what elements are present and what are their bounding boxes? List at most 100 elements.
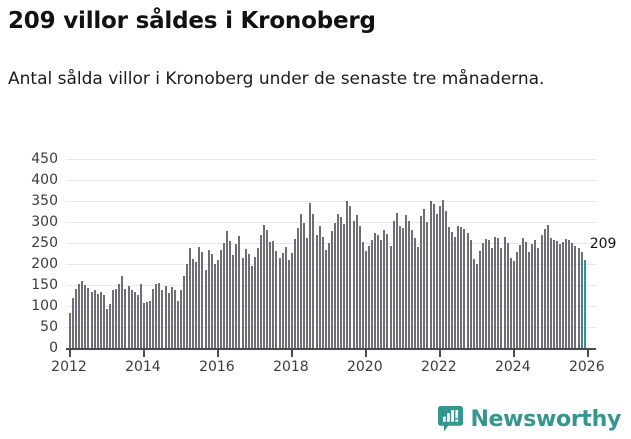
bar bbox=[121, 275, 124, 348]
bar bbox=[577, 248, 580, 348]
bar bbox=[481, 243, 484, 348]
bar bbox=[183, 276, 185, 348]
bar bbox=[75, 288, 78, 348]
bar bbox=[343, 223, 346, 348]
bar bbox=[469, 239, 472, 348]
bar bbox=[139, 283, 142, 348]
bar bbox=[210, 253, 213, 348]
bar bbox=[78, 284, 81, 348]
x-axis-tick-label: 2016 bbox=[199, 359, 235, 375]
bar-series bbox=[66, 159, 596, 348]
bar bbox=[142, 303, 145, 348]
bar bbox=[226, 230, 229, 348]
bar bbox=[377, 235, 380, 348]
bar bbox=[112, 290, 115, 348]
bar bbox=[475, 264, 478, 348]
x-axis-tick-label: 2020 bbox=[346, 359, 383, 375]
bar bbox=[124, 288, 127, 348]
y-axis-tick-label: 200 bbox=[31, 256, 58, 272]
bar bbox=[361, 242, 364, 348]
bar bbox=[219, 250, 222, 348]
bar bbox=[555, 241, 558, 348]
bar bbox=[158, 282, 161, 348]
bar bbox=[198, 247, 201, 348]
bar bbox=[244, 249, 247, 348]
bar bbox=[503, 236, 506, 348]
bar bbox=[398, 226, 401, 348]
bar bbox=[337, 213, 340, 348]
y-axis-tick-label: 150 bbox=[31, 277, 58, 293]
bar bbox=[250, 266, 253, 348]
bar bbox=[485, 238, 488, 348]
bar bbox=[186, 264, 189, 348]
bar bbox=[149, 301, 152, 348]
bar-chart-speech-bubble-icon bbox=[438, 406, 464, 432]
x-axis-tick-label: 2012 bbox=[51, 359, 87, 375]
bar bbox=[451, 232, 454, 348]
bar bbox=[241, 257, 244, 348]
bar bbox=[297, 228, 300, 348]
bar bbox=[528, 252, 531, 348]
bar bbox=[232, 255, 235, 348]
bar bbox=[127, 286, 130, 348]
bar bbox=[441, 200, 444, 348]
y-axis-tick-label: 100 bbox=[31, 298, 58, 314]
x-axis-tick bbox=[69, 350, 71, 357]
bar bbox=[118, 284, 121, 348]
bar bbox=[68, 312, 71, 348]
bar bbox=[115, 288, 118, 348]
x-axis-tick-label: 2022 bbox=[420, 359, 457, 375]
bar bbox=[223, 243, 226, 348]
bar bbox=[84, 285, 87, 348]
bar bbox=[435, 214, 438, 348]
bar bbox=[401, 227, 404, 348]
bar bbox=[364, 251, 367, 348]
bar bbox=[189, 248, 192, 348]
bar bbox=[352, 221, 355, 348]
x-axis-tick-label: 2014 bbox=[125, 359, 161, 375]
bar bbox=[87, 287, 90, 348]
bar bbox=[460, 227, 463, 348]
bar bbox=[216, 260, 219, 348]
bar bbox=[161, 289, 164, 348]
bar bbox=[207, 249, 210, 348]
bar bbox=[229, 241, 232, 348]
bar bbox=[429, 201, 432, 348]
x-axis-tick bbox=[216, 350, 219, 357]
bar bbox=[290, 253, 293, 348]
bar bbox=[164, 286, 167, 348]
bar bbox=[497, 237, 500, 348]
bar bbox=[349, 206, 352, 348]
x-axis-tick bbox=[438, 350, 441, 357]
bar bbox=[293, 238, 296, 348]
page-title: 209 villor såldes i Kronoberg bbox=[8, 8, 376, 34]
bar bbox=[457, 226, 460, 348]
bar bbox=[534, 239, 537, 348]
bar bbox=[488, 240, 491, 348]
bar bbox=[565, 238, 568, 348]
last-value-annotation: 209 bbox=[589, 236, 617, 253]
bar bbox=[444, 211, 447, 348]
bar bbox=[506, 243, 509, 348]
bar bbox=[315, 235, 318, 348]
bar bbox=[312, 213, 315, 348]
bar bbox=[404, 214, 407, 348]
bar bbox=[330, 231, 333, 348]
bar bbox=[512, 261, 515, 348]
bar-chart: 209 0 50 100 150 200 250 300 350 400 450 2012 2014 2… bbox=[0, 145, 631, 390]
bar bbox=[269, 241, 272, 348]
bar bbox=[546, 225, 549, 348]
bar bbox=[525, 242, 528, 348]
bar bbox=[272, 240, 275, 348]
bar bbox=[256, 248, 259, 348]
bar bbox=[500, 248, 503, 348]
bar bbox=[327, 243, 330, 348]
bar bbox=[263, 224, 266, 348]
bar bbox=[389, 246, 392, 348]
bar bbox=[266, 229, 269, 348]
bar bbox=[173, 290, 176, 348]
x-axis-tick-label: 2018 bbox=[273, 359, 309, 375]
bar bbox=[300, 214, 303, 348]
x-axis-tick-label: 2026 bbox=[568, 359, 605, 375]
bar bbox=[420, 216, 423, 348]
